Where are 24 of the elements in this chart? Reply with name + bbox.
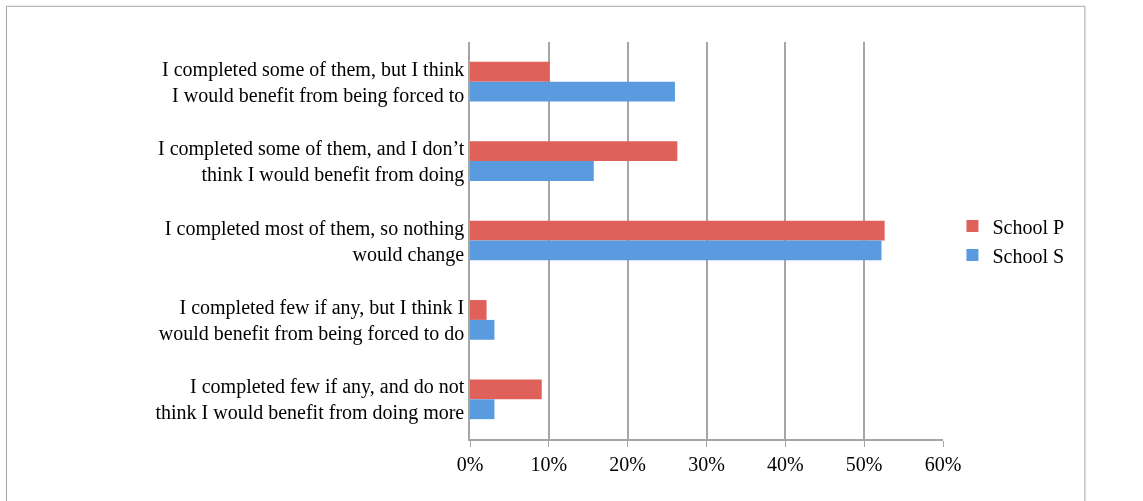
x-tick-label: 0%: [456, 452, 484, 475]
y-tick-label: I completed few if any, but I think I would benefit from being forced to do: [158, 295, 465, 345]
bar: [470, 61, 550, 82]
bar: [470, 220, 885, 241]
x-tick-label: 10%: [530, 452, 568, 475]
bar: [470, 141, 678, 162]
legend-label: School S: [992, 244, 1065, 267]
bar: [470, 161, 594, 181]
legend-label: School P: [992, 215, 1065, 238]
bar: [470, 319, 495, 340]
x-tick-label: 30%: [688, 452, 725, 475]
bar: [470, 379, 542, 400]
y-tick-label: I completed most of them, so nothing would change: [164, 216, 465, 266]
y-tick-label: I completed some of them, and I don’t think I would benefit from doing: [158, 137, 465, 187]
x-tick-label: 60%: [924, 452, 962, 475]
x-tick-label: 20%: [609, 452, 647, 475]
x-tick-label: 50%: [845, 452, 883, 475]
x-tick-label: 40%: [766, 452, 804, 475]
y-tick-label: I completed few if any, and do not think I would benefit from doing more: [155, 375, 465, 425]
bar: [470, 300, 487, 320]
bar: [470, 81, 675, 102]
bar: [470, 399, 495, 420]
bar: [470, 240, 882, 261]
y-tick-label: I completed some of them, but I think I would benefit from being forced to: [162, 57, 465, 107]
